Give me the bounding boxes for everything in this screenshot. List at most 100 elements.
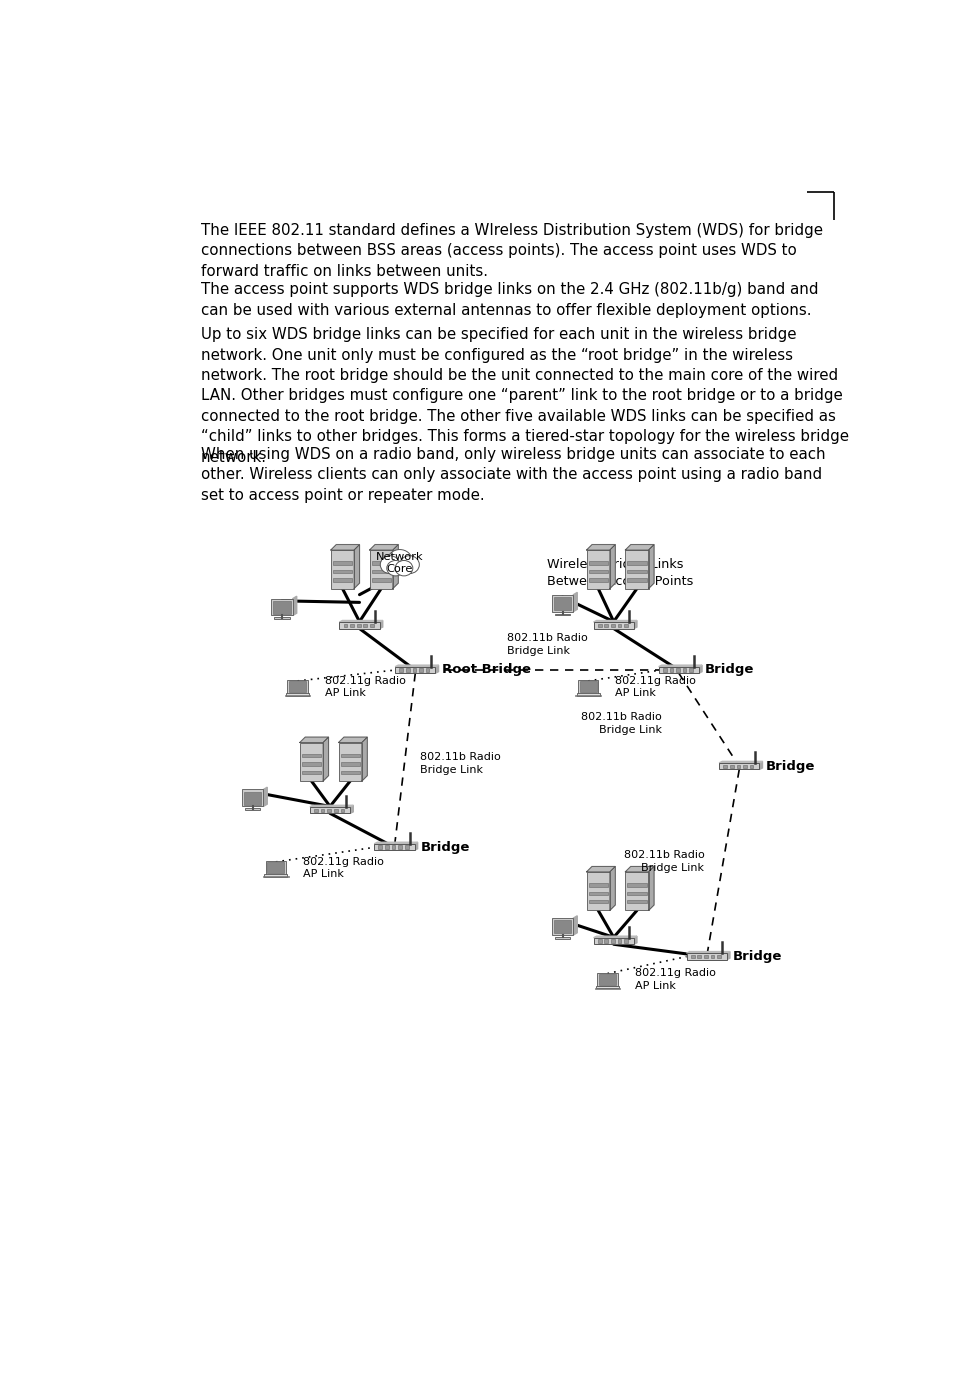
- Bar: [555, 613, 570, 615]
- Bar: [404, 845, 408, 849]
- Polygon shape: [699, 665, 701, 673]
- Bar: [686, 954, 726, 959]
- Bar: [553, 597, 571, 611]
- Bar: [241, 790, 263, 806]
- Bar: [598, 940, 601, 942]
- Bar: [627, 883, 646, 887]
- Bar: [314, 808, 317, 812]
- Bar: [551, 917, 573, 936]
- Polygon shape: [648, 866, 654, 911]
- Bar: [289, 682, 306, 693]
- Bar: [551, 594, 573, 612]
- Bar: [338, 743, 361, 781]
- Bar: [385, 845, 389, 849]
- Bar: [301, 754, 321, 756]
- Polygon shape: [609, 866, 615, 911]
- Text: 802.11b Radio
Bridge Link: 802.11b Radio Bridge Link: [506, 633, 587, 657]
- Bar: [597, 973, 618, 987]
- Bar: [370, 623, 374, 627]
- Polygon shape: [323, 737, 328, 781]
- Ellipse shape: [399, 555, 419, 573]
- Bar: [301, 762, 321, 766]
- Bar: [690, 955, 694, 958]
- Polygon shape: [759, 762, 761, 769]
- Polygon shape: [633, 936, 637, 944]
- Bar: [395, 666, 435, 673]
- Bar: [331, 550, 354, 589]
- Text: Root Bridge: Root Bridge: [441, 663, 530, 676]
- Ellipse shape: [387, 550, 412, 570]
- Bar: [588, 891, 607, 895]
- Polygon shape: [395, 665, 438, 666]
- Polygon shape: [415, 843, 417, 851]
- Bar: [586, 550, 609, 589]
- Polygon shape: [339, 620, 382, 622]
- Bar: [598, 623, 601, 627]
- Bar: [243, 791, 261, 805]
- Bar: [264, 874, 287, 877]
- Bar: [729, 765, 733, 768]
- Bar: [617, 940, 620, 942]
- Bar: [310, 806, 350, 813]
- Polygon shape: [648, 544, 654, 589]
- Polygon shape: [586, 544, 615, 550]
- Bar: [610, 623, 614, 627]
- Polygon shape: [573, 916, 577, 936]
- Bar: [333, 579, 352, 582]
- Ellipse shape: [380, 555, 399, 573]
- Polygon shape: [686, 952, 729, 954]
- Polygon shape: [374, 843, 417, 844]
- Text: Bridge: Bridge: [704, 663, 754, 676]
- Bar: [356, 623, 360, 627]
- Bar: [617, 623, 620, 627]
- Bar: [624, 872, 648, 911]
- Bar: [378, 845, 382, 849]
- Bar: [710, 955, 714, 958]
- Bar: [742, 765, 746, 768]
- Polygon shape: [350, 805, 353, 813]
- Polygon shape: [633, 620, 637, 629]
- Bar: [576, 693, 599, 695]
- Bar: [340, 808, 344, 812]
- Bar: [371, 569, 391, 573]
- Bar: [588, 883, 607, 887]
- Bar: [425, 669, 429, 672]
- Bar: [682, 669, 685, 672]
- Bar: [623, 623, 627, 627]
- Text: The IEEE 802.11 standard defines a WIreless Distribution System (WDS) for bridge: The IEEE 802.11 standard defines a WIrel…: [200, 222, 821, 279]
- Bar: [717, 955, 720, 958]
- Bar: [265, 861, 286, 874]
- Bar: [286, 693, 309, 695]
- Bar: [598, 974, 616, 985]
- Bar: [578, 680, 598, 694]
- Polygon shape: [393, 544, 397, 589]
- Bar: [627, 569, 646, 573]
- Bar: [273, 601, 291, 613]
- Text: 802.11b Radio
Bridge Link: 802.11b Radio Bridge Link: [580, 712, 661, 734]
- Bar: [586, 872, 609, 911]
- Bar: [299, 743, 323, 781]
- Polygon shape: [609, 544, 615, 589]
- Bar: [343, 623, 347, 627]
- Bar: [610, 940, 614, 942]
- Text: When using WDS on a radio band, only wireless bridge units can associate to each: When using WDS on a radio band, only wir…: [200, 447, 824, 502]
- Bar: [624, 550, 648, 589]
- Bar: [588, 579, 607, 582]
- Bar: [593, 938, 633, 944]
- Bar: [274, 618, 290, 619]
- Bar: [627, 891, 646, 895]
- Bar: [271, 598, 293, 615]
- Bar: [245, 808, 260, 811]
- Text: Bridge: Bridge: [732, 949, 781, 963]
- Bar: [604, 623, 607, 627]
- Bar: [418, 669, 422, 672]
- Bar: [555, 937, 570, 938]
- Bar: [327, 808, 331, 812]
- Polygon shape: [726, 952, 729, 959]
- Bar: [703, 955, 707, 958]
- Bar: [412, 669, 416, 672]
- Text: 802.11b Radio
Bridge Link: 802.11b Radio Bridge Link: [623, 851, 703, 873]
- Bar: [553, 920, 571, 934]
- Bar: [736, 765, 740, 768]
- Bar: [749, 765, 753, 768]
